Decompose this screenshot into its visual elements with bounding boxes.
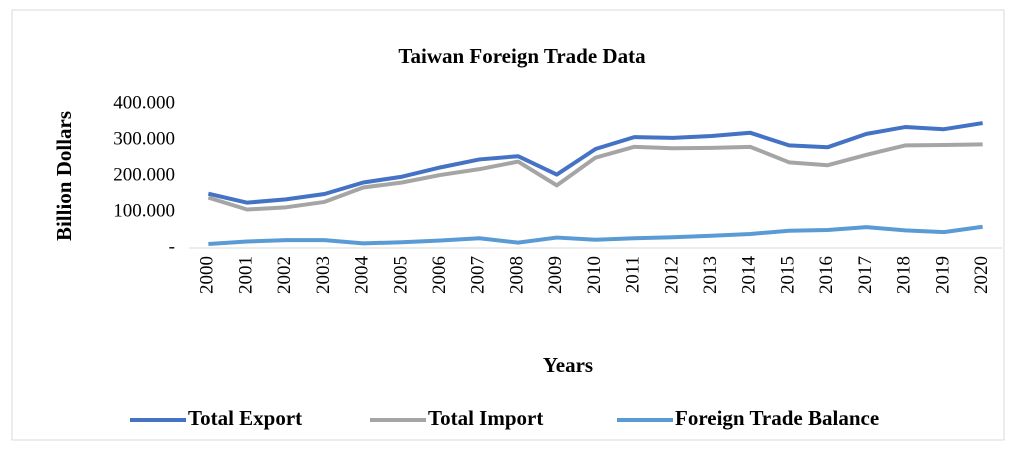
x-tick-label: 2020 [971,256,992,294]
x-tick-label: 2011 [623,256,644,293]
series-line [207,121,983,205]
y-tick-label: 400.000 [113,92,175,113]
x-tick-label: 2015 [777,256,798,294]
x-axis-label: Years [543,353,593,377]
x-tick-label: 2009 [545,256,566,294]
x-tick-label: 2000 [197,256,218,294]
x-tick-label: 2007 [468,256,489,294]
x-tick-label: 2016 [816,256,837,294]
series-line [208,224,983,247]
y-tick-label: 200.000 [113,164,175,185]
y-tick-label: 100.000 [113,200,175,221]
x-tick-label: 2005 [390,256,411,294]
y-tick-label: 300.000 [113,128,175,149]
x-tick-label: 2010 [584,256,605,294]
series-line [207,142,983,212]
legend-label: Total Import [428,406,543,430]
chart-border [11,9,1005,441]
x-tick-label: 2004 [352,256,373,295]
x-tick-label: 2001 [235,256,256,294]
x-tick-label: 2013 [700,256,721,294]
y-tick-label: - [169,236,175,257]
x-tick-label: 2014 [739,256,760,295]
chart-title: Taiwan Foreign Trade Data [398,44,646,68]
x-tick-label: 2017 [855,256,876,294]
x-tick-label: 2003 [313,256,334,294]
x-tick-label: 2012 [661,256,682,294]
x-tick-label: 2006 [429,256,450,294]
x-tick-label: 2019 [932,256,953,294]
legend-label: Total Export [188,406,302,430]
legend-label: Foreign Trade Balance [675,406,879,430]
x-tick-label: 2002 [274,256,295,294]
x-tick-label: 2018 [894,256,915,294]
x-tick-label: 2008 [506,256,527,294]
y-axis-label: Billion Dollars [52,111,76,241]
